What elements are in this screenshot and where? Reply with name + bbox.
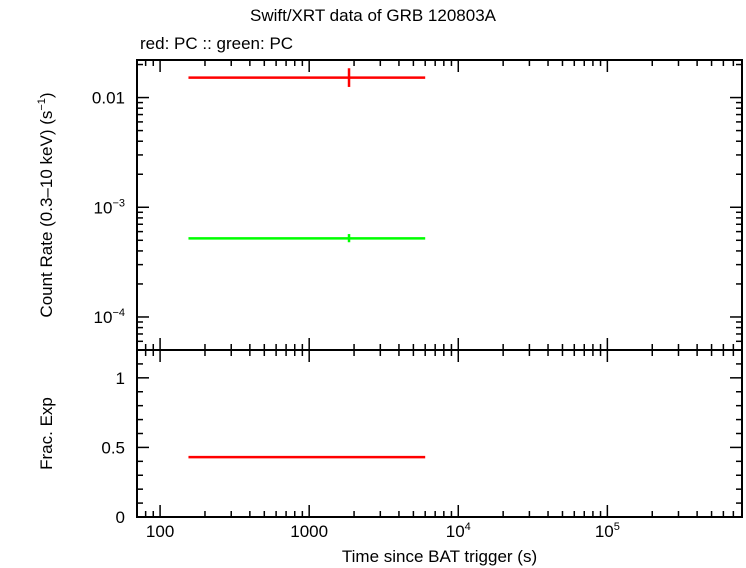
x-axis-label: Time since BAT trigger (s) — [342, 547, 537, 566]
y-tick-label: 10−4 — [94, 307, 125, 327]
y-tick-label: 0.5 — [101, 438, 125, 457]
frac-exp-ylabel: Frac. Exp — [37, 397, 56, 470]
count-rate-frame — [136, 59, 743, 351]
count-rate-ylabel: Count Rate (0.3–10 keV) (s−1) — [36, 92, 56, 317]
y-tick-label: 10−3 — [94, 197, 125, 217]
x-tick-label: 105 — [595, 521, 620, 541]
chart-subtitle: red: PC :: green: PC — [140, 34, 294, 53]
y-tick-label: 1 — [116, 369, 125, 388]
frac-exp-frame — [136, 349, 743, 518]
y-tick-label: 0 — [116, 508, 125, 527]
y-tick-label: 0.01 — [92, 89, 125, 108]
chart-title: Swift/XRT data of GRB 120803A — [249, 6, 496, 25]
x-tick-label: 100 — [146, 522, 174, 541]
x-tick-label: 104 — [446, 521, 471, 541]
x-tick-label: 1000 — [290, 522, 328, 541]
